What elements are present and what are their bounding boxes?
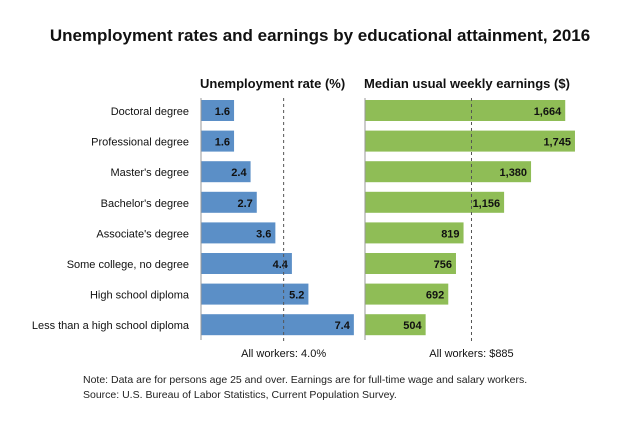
earnings-value-label: 1,156 [473,198,501,210]
unemployment-value-label: 1.6 [215,106,230,118]
earnings-value-label: 504 [403,320,422,332]
unemployment-reference-label: All workers: 4.0% [241,348,326,360]
chart-source: Source: U.S. Bureau of Labor Statistics,… [83,389,397,401]
unemployment-bar [201,100,235,121]
earnings-value-label: 819 [441,228,459,240]
unemployment-bar [201,253,292,274]
earnings-bar [365,253,456,274]
earnings-bar [365,222,464,244]
chart-title: Unemployment rates and earnings by educa… [49,26,591,45]
earnings-value-label: 1,380 [500,167,528,179]
earnings-bar [365,283,449,305]
earnings-bar [365,314,426,336]
unemployment-value-label: 3.6 [256,228,271,240]
earnings-bar [365,161,532,183]
category-label: Associate's degree [96,228,189,240]
unemployment-bar [201,161,251,183]
category-label: Some college, no degree [67,259,189,271]
unemployment-value-label: 4.4 [273,259,289,271]
chart-note: Note: Data are for persons age 25 and ov… [83,374,528,386]
unemployment-bar [201,130,235,152]
earnings-bar [365,100,566,121]
earnings-value-label: 1,664 [534,106,562,118]
earnings-reference-label: All workers: $885 [429,348,513,360]
unemployment-bar [201,314,354,336]
earnings-value-label: 692 [426,290,444,302]
unemployment-bar [201,222,276,244]
unemployment-value-label: 2.7 [237,198,252,210]
earnings-panel-title: Median usual weekly earnings ($) [364,76,570,91]
earnings-value-label: 756 [434,259,452,271]
category-label: Bachelor's degree [101,198,189,210]
category-label: High school diploma [90,290,190,302]
category-label: Master's degree [110,167,189,179]
category-label: Doctoral degree [111,106,189,118]
unemployment-bar [201,191,257,213]
category-label: Less than a high school diploma [32,320,190,332]
unemployment-value-label: 2.4 [231,167,247,179]
earnings-bar [365,191,505,213]
unemployment-value-label: 7.4 [335,320,351,332]
earnings-value-label: 1,745 [543,137,571,149]
unemployment-panel-title: Unemployment rate (%) [200,76,346,91]
category-label: Professional degree [91,137,189,149]
unemployment-bar [201,283,309,305]
unemployment-value-label: 5.2 [289,290,304,302]
unemployment-value-label: 1.6 [215,137,230,149]
earnings-bar [365,130,575,152]
